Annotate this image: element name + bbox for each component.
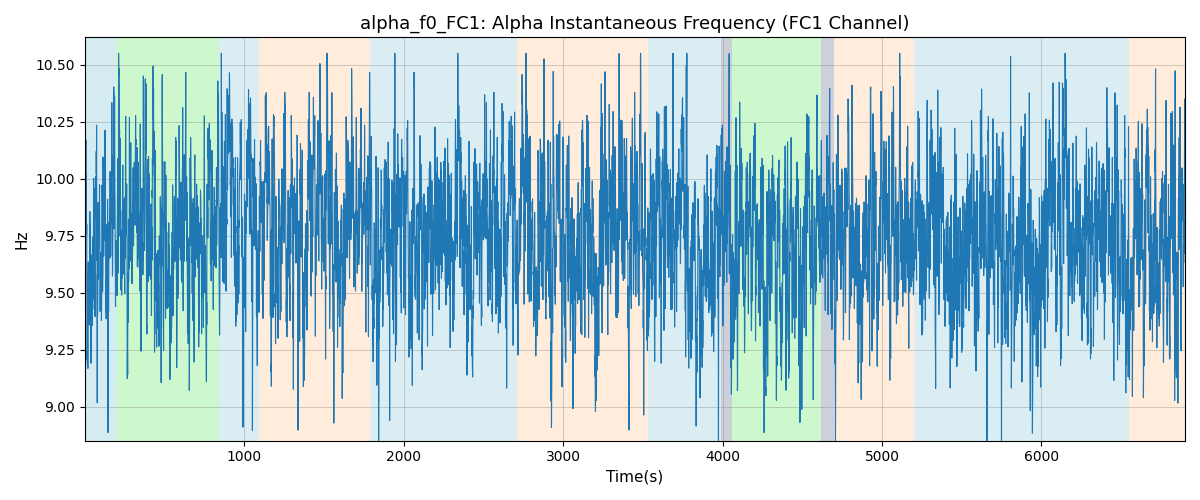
Bar	[914, 38, 1070, 440]
Bar	[218, 38, 258, 440]
Title: alpha_f0_FC1: Alpha Instantaneous Frequency (FC1 Channel): alpha_f0_FC1: Alpha Instantaneous Freque…	[360, 15, 910, 34]
Y-axis label: Hz: Hz	[14, 230, 30, 249]
Bar	[370, 38, 493, 440]
Bar	[517, 38, 648, 440]
X-axis label: Time(s): Time(s)	[606, 470, 664, 485]
Bar	[1070, 38, 1129, 440]
Bar	[493, 38, 517, 440]
Bar	[648, 38, 721, 440]
Bar	[721, 38, 732, 440]
Bar	[732, 38, 822, 440]
Bar	[834, 38, 914, 440]
Bar	[116, 38, 218, 440]
Bar	[85, 38, 116, 440]
Bar	[258, 38, 370, 440]
Bar	[1129, 38, 1184, 440]
Bar	[822, 38, 834, 440]
